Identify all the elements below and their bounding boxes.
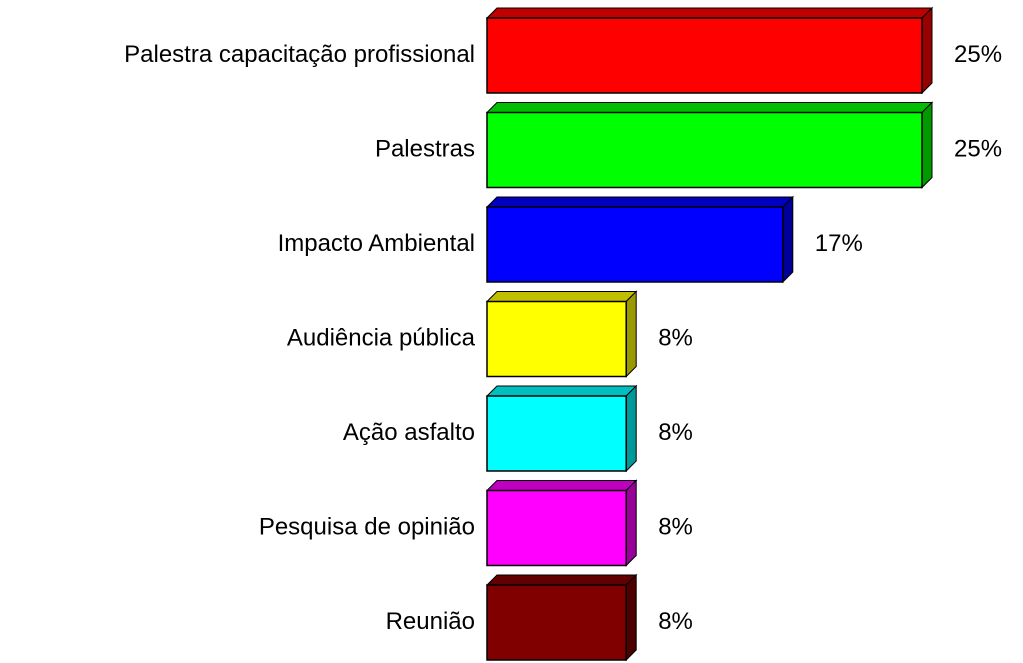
bar-top (485, 7, 934, 19)
bar-top (485, 385, 638, 397)
bar-side (921, 101, 933, 189)
bar-top (485, 196, 795, 208)
bar-side (625, 573, 637, 662)
bar-top (485, 291, 638, 302)
bar (486, 584, 627, 661)
category-label: Reunião (386, 608, 475, 635)
value-label: 8% (658, 608, 693, 635)
bar-side (782, 195, 794, 284)
bar (486, 17, 923, 94)
bar-side (625, 384, 637, 473)
value-label: 8% (658, 324, 693, 351)
value-label: 25% (954, 41, 1002, 68)
bar-side (625, 290, 637, 378)
value-label: 8% (658, 513, 693, 540)
bar-top (485, 102, 934, 113)
category-label: Ação asfalto (343, 419, 475, 446)
category-label: Pesquisa de opinião (259, 513, 475, 540)
bar-top (485, 480, 638, 491)
bar (486, 300, 627, 378)
bar (486, 111, 923, 189)
bar-side (921, 6, 933, 95)
bar-top (485, 574, 638, 586)
bar (486, 489, 627, 567)
value-label: 8% (658, 419, 693, 446)
value-label: 17% (815, 230, 863, 257)
category-label: Palestra capacitação profissional (124, 41, 475, 68)
category-label: Impacto Ambiental (278, 230, 475, 257)
category-label: Audiência pública (287, 324, 476, 351)
bar-side (625, 479, 637, 567)
bar (486, 206, 784, 283)
value-label: 25% (954, 135, 1002, 162)
category-label: Palestras (375, 135, 475, 162)
bar (486, 395, 627, 472)
